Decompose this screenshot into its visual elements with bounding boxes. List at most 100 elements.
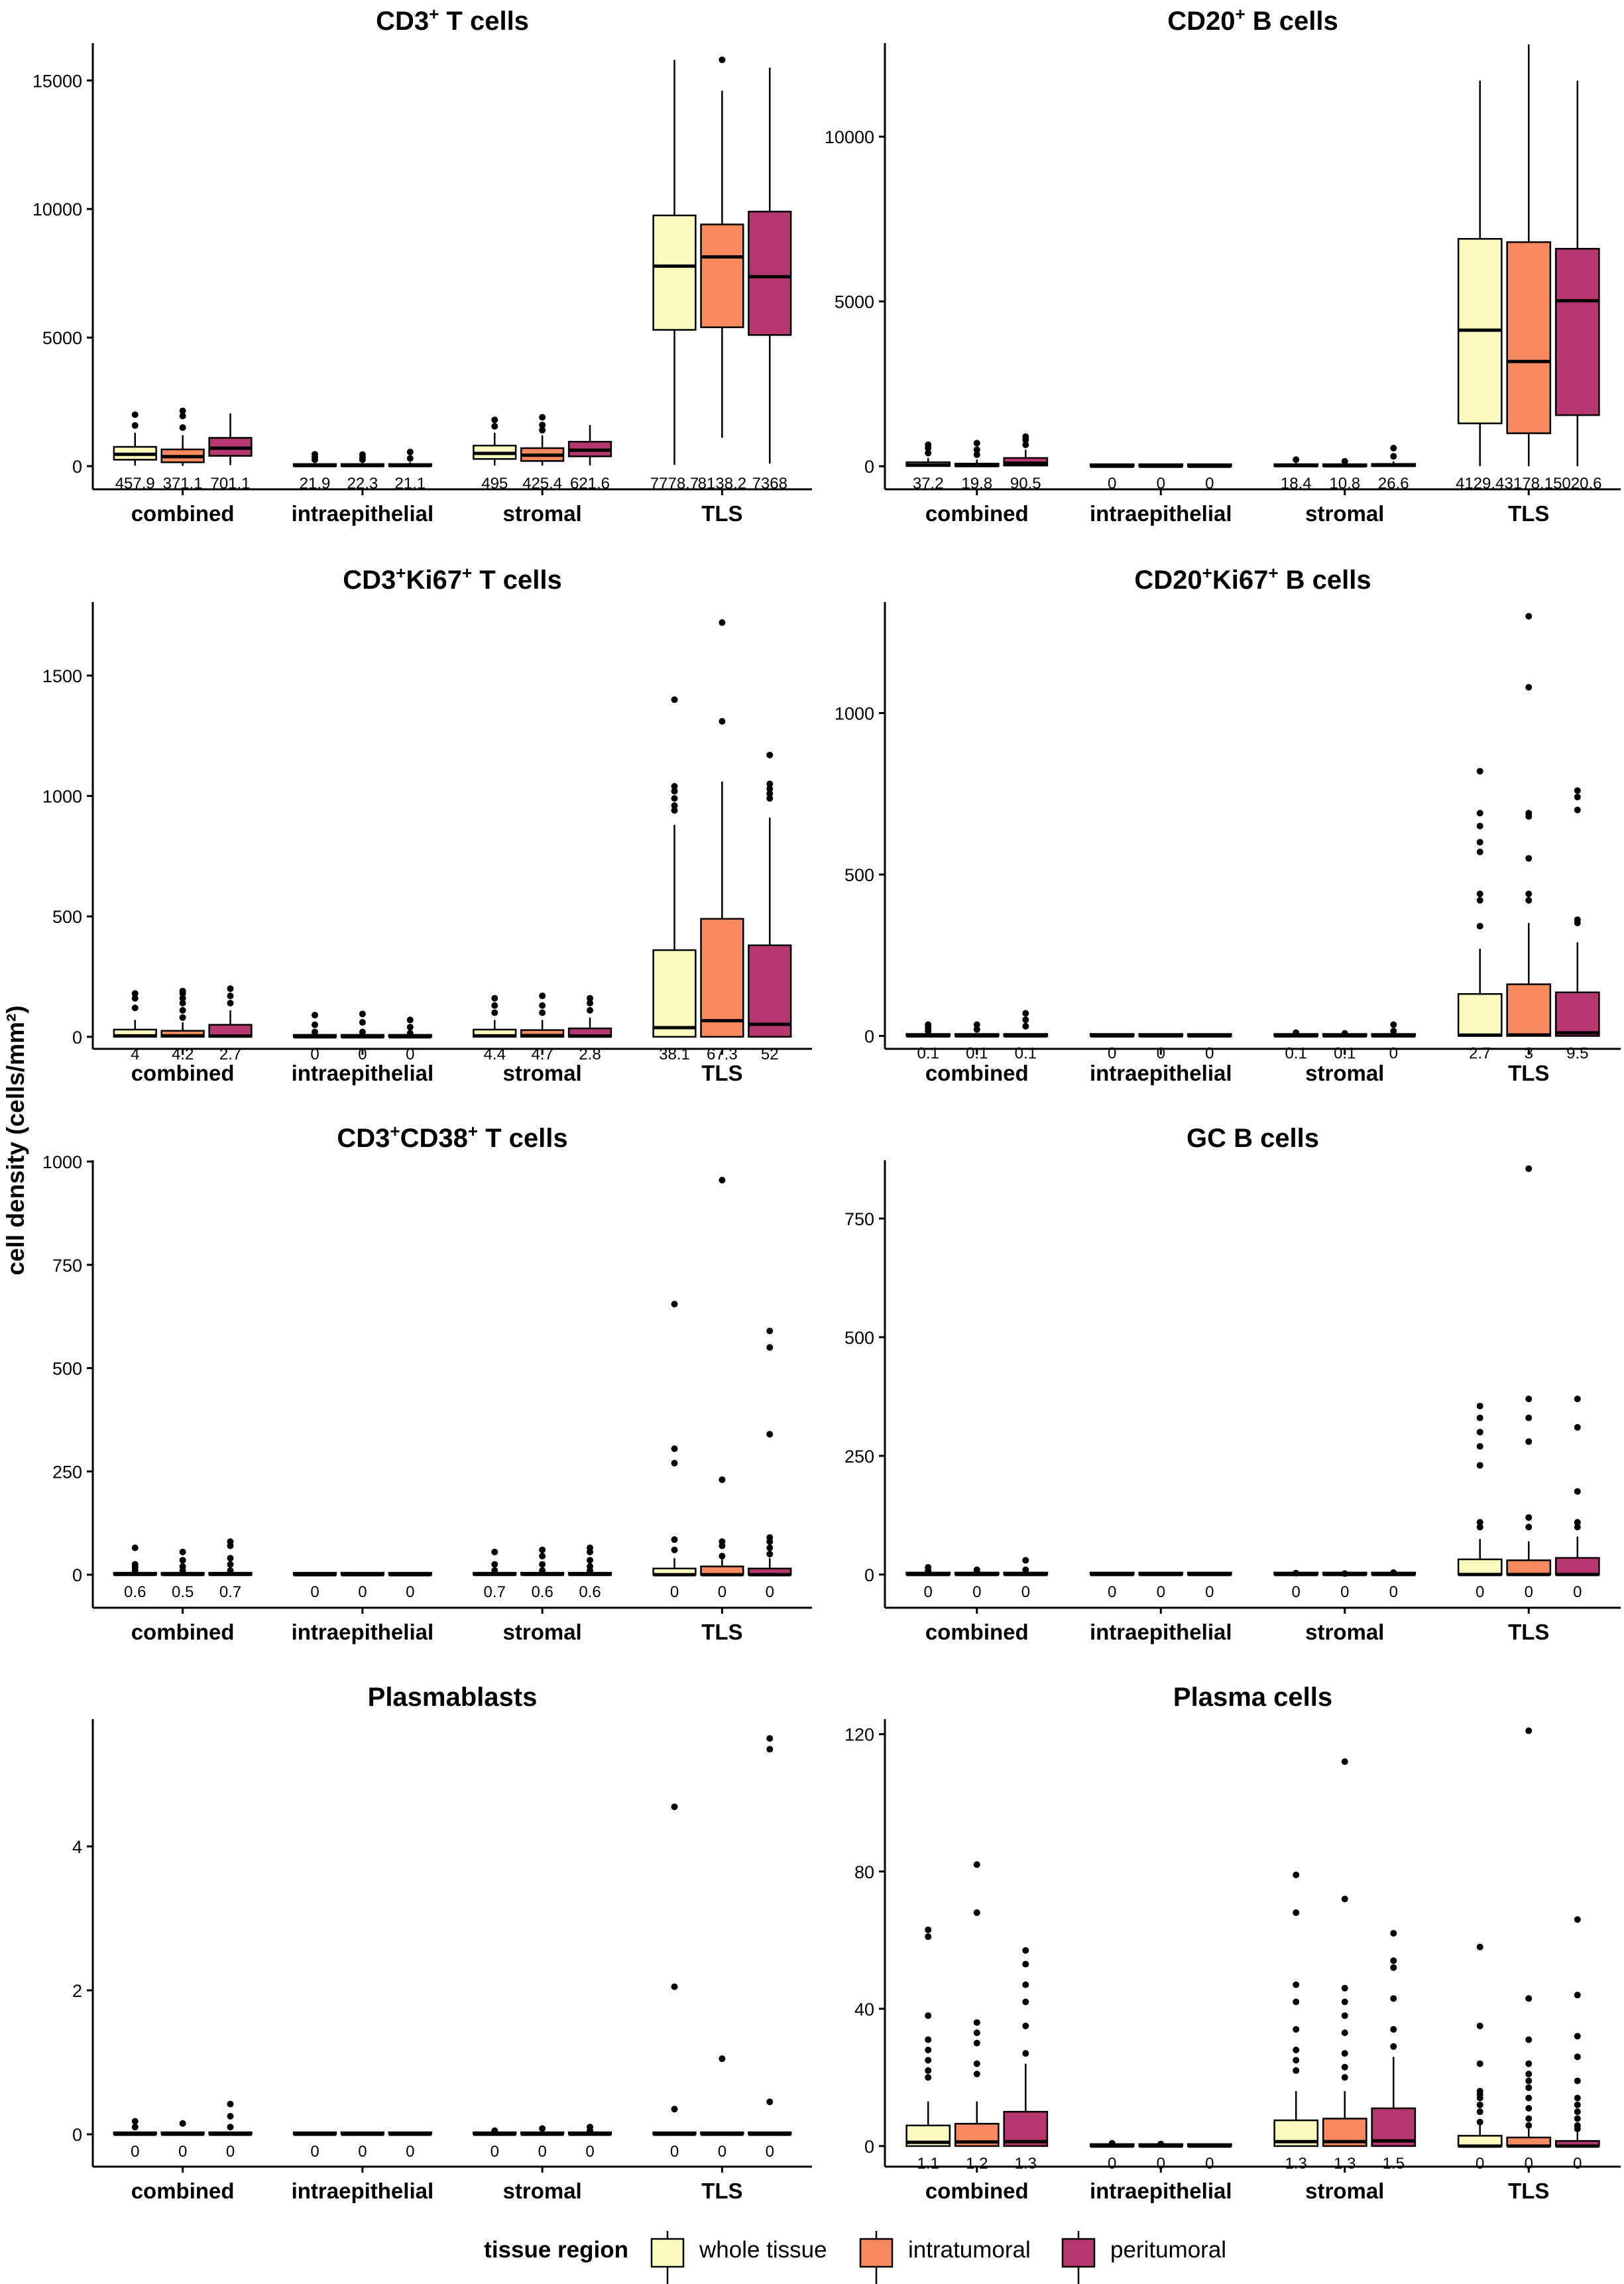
outlier-point — [179, 994, 186, 1002]
median-value-label: 0 — [1108, 475, 1116, 493]
box-combined-1: 37.2 — [905, 441, 951, 493]
y-tick-label: 0 — [864, 1565, 874, 1585]
median-value-label: 7778.7 — [650, 475, 699, 493]
outlier-point — [1574, 1916, 1581, 1923]
outlier-point — [1525, 1165, 1533, 1172]
median-value-label: 18.4 — [1281, 475, 1312, 493]
median-value-label: 0 — [1157, 475, 1165, 493]
median-value-label: 0.6 — [124, 1583, 146, 1601]
y-tick-label: 5000 — [42, 328, 82, 348]
outlier-point — [1525, 1524, 1533, 1531]
panel-title: Plasmablasts — [368, 1683, 538, 1712]
outlier-point — [1341, 1570, 1348, 1577]
outlier-point — [1476, 1429, 1483, 1436]
box-combined-3: 0 — [1003, 1557, 1049, 1601]
legend-title: tissue region — [484, 2237, 628, 2263]
title-mid: B cells — [1246, 7, 1338, 36]
title-main: CD3 — [337, 1124, 390, 1153]
box-tls-3: 9.5 — [1554, 787, 1600, 1063]
box-intraepithelial-2: 0 — [1138, 1033, 1184, 1063]
box-intraepithelial-1: 0 — [1089, 1571, 1135, 1601]
median-value-label: 0 — [358, 1046, 367, 1063]
box-stromal-2: 0 — [1322, 1570, 1367, 1601]
outlier-point — [131, 990, 139, 997]
y-tick-label: 0 — [72, 1028, 82, 1048]
outlier-point — [227, 2100, 234, 2108]
outlier-point — [491, 1567, 498, 1574]
title-sup: + — [462, 563, 472, 583]
y-tick-label: 1000 — [42, 1152, 82, 1172]
title-mid: T cells — [439, 7, 529, 36]
outlier-point — [925, 1564, 932, 1571]
x-tick-label-tls: TLS — [1508, 1620, 1549, 1644]
outlier-point — [1574, 2094, 1581, 2102]
outlier-point — [925, 1926, 932, 1933]
x-tick-label-stromal: stromal — [1305, 501, 1384, 526]
outlier-point — [491, 416, 498, 424]
outlier-point — [491, 1561, 498, 1568]
box-combined-2: 1.2 — [954, 1861, 1000, 2173]
median-value-label: 0 — [310, 1046, 319, 1063]
box-tls-1: 0 — [652, 1300, 697, 1601]
outlier-point — [227, 2113, 234, 2120]
outlier-point — [587, 994, 594, 1002]
median-value-label: 4.7 — [531, 1046, 553, 1063]
outlier-point — [227, 2124, 234, 2131]
box-combined-3: 90.5 — [1003, 433, 1049, 493]
outlier-point — [539, 426, 546, 434]
median-value-label: 0.6 — [531, 1583, 553, 1601]
outlier-point — [1341, 2074, 1348, 2081]
x-tick-label-stromal: stromal — [503, 501, 582, 526]
box-rect — [1506, 241, 1552, 434]
x-tick-label-intraepithelial: intraepithelial — [292, 501, 434, 526]
outlier-point — [671, 783, 678, 790]
y-tick-label: 500 — [52, 907, 82, 927]
outlier-point — [719, 619, 726, 627]
box-intraepithelial-3: 0 — [388, 1016, 432, 1063]
outlier-point — [227, 1561, 234, 1568]
box-stromal-3: 1.5 — [1371, 1929, 1417, 2173]
y-tick-label: 0 — [72, 2125, 82, 2145]
outlier-point — [1525, 1514, 1533, 1521]
title-main: Plasma cells — [1173, 1683, 1332, 1712]
outlier-point — [1390, 1995, 1397, 2002]
panel-5: CD3+CD38+ T cells02505007501000combined0… — [42, 1121, 812, 1644]
median-value-label: 4.2 — [172, 1046, 194, 1063]
outlier-point — [1293, 1981, 1300, 1988]
outlier-point — [1525, 2077, 1533, 2084]
outlier-point — [587, 1544, 594, 1551]
title-end: B cells — [1279, 566, 1371, 595]
title-end: T cells — [478, 1124, 568, 1153]
box-tls-2: 0 — [1506, 1165, 1552, 1601]
outlier-point — [1341, 1998, 1348, 2006]
box-stromal-3: 0 — [1371, 1021, 1417, 1063]
box-combined-2: 0 — [160, 2120, 205, 2161]
outlier-point — [1341, 1984, 1348, 1992]
outlier-point — [719, 1177, 726, 1184]
outlier-point — [973, 2071, 980, 2078]
box-rect — [652, 949, 697, 1038]
title-end: T cells — [472, 566, 562, 595]
x-tick-label-combined: combined — [131, 1620, 235, 1644]
median-value-label: 0.1 — [917, 1045, 939, 1063]
outlier-point — [671, 807, 678, 814]
outlier-point — [973, 2060, 980, 2067]
outlier-point — [1022, 1016, 1029, 1024]
panel-title: CD3+CD38+ T cells — [337, 1121, 567, 1153]
title-sup: + — [429, 4, 439, 24]
outlier-point — [766, 1544, 774, 1551]
outlier-point — [719, 717, 726, 725]
outlier-point — [1341, 457, 1348, 465]
box-stromal-2: 0.1 — [1322, 1030, 1367, 1063]
box-tls-1: 4129.4 — [1456, 80, 1504, 493]
median-value-label: 21.9 — [300, 475, 331, 493]
outlier-point — [973, 2039, 980, 2047]
y-tick-label: 750 — [52, 1256, 82, 1276]
title-main: CD20 — [1134, 566, 1202, 595]
outlier-point — [131, 411, 139, 418]
box-intraepithelial-2: 0 — [1138, 463, 1184, 493]
outlier-point — [1525, 2094, 1533, 2102]
outlier-point — [539, 2125, 546, 2132]
outlier-point — [1022, 441, 1029, 448]
outlier-point — [1574, 1395, 1581, 1402]
